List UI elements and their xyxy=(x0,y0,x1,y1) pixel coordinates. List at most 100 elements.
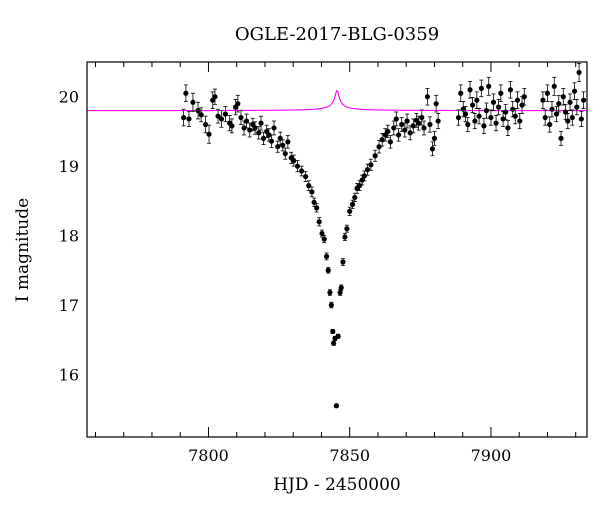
data-point xyxy=(258,120,264,126)
data-point xyxy=(503,109,509,115)
data-point xyxy=(235,101,241,107)
data-point xyxy=(376,144,382,150)
data-point xyxy=(571,88,578,94)
data-point xyxy=(260,135,267,141)
y-axis-label: I magnitude xyxy=(13,198,33,302)
data-point xyxy=(569,114,575,121)
data-point xyxy=(181,114,187,121)
data-point xyxy=(195,108,201,114)
data-point xyxy=(344,226,350,232)
data-point xyxy=(498,90,504,96)
data-point xyxy=(474,97,480,103)
data-point xyxy=(510,106,516,112)
data-point xyxy=(455,114,462,121)
data-point xyxy=(331,340,337,346)
data-point xyxy=(553,111,560,117)
data-point xyxy=(244,118,250,124)
y-tick-label: 18 xyxy=(59,227,79,246)
data-point xyxy=(387,139,393,145)
data-point xyxy=(467,87,473,93)
data-point xyxy=(416,120,422,126)
data-point xyxy=(212,94,218,100)
data-point xyxy=(368,162,374,168)
chart-title: OGLE-2017-BLG-0359 xyxy=(235,24,439,45)
data-point xyxy=(319,230,325,237)
data-point xyxy=(478,85,484,91)
data-point xyxy=(517,118,523,124)
data-point xyxy=(256,130,262,136)
data-point xyxy=(385,128,391,135)
x-tick-label: 7850 xyxy=(329,446,370,465)
data-point xyxy=(364,167,371,173)
y-tick-label: 19 xyxy=(59,157,79,176)
data-point xyxy=(483,108,490,114)
data-point xyxy=(285,139,291,145)
data-point xyxy=(349,201,356,207)
data-point xyxy=(330,328,336,335)
data-point xyxy=(421,125,427,131)
model-curve xyxy=(87,89,587,112)
data-point xyxy=(190,99,196,105)
data-point xyxy=(352,194,358,201)
data-point xyxy=(481,123,487,129)
data-point xyxy=(424,94,430,100)
data-point xyxy=(551,83,557,89)
data-point xyxy=(266,132,272,138)
data-point xyxy=(328,302,334,308)
data-point xyxy=(282,151,288,157)
data-point xyxy=(574,104,580,110)
data-point xyxy=(186,116,192,122)
data-point xyxy=(327,289,333,296)
data-point xyxy=(218,116,225,122)
data-point xyxy=(309,189,315,195)
data-point xyxy=(402,127,408,133)
data-point xyxy=(229,123,235,129)
data-point xyxy=(465,121,471,128)
data-point xyxy=(306,183,312,189)
data-point xyxy=(311,199,317,205)
data-point xyxy=(277,135,283,141)
data-point xyxy=(490,99,497,105)
data-point xyxy=(433,101,439,107)
model-curve-layer xyxy=(87,89,587,112)
data-point xyxy=(359,177,365,183)
data-point xyxy=(495,104,502,110)
data-point xyxy=(558,135,564,141)
data-point xyxy=(280,142,286,148)
data-point xyxy=(335,333,341,339)
data-point xyxy=(268,138,275,144)
data-point xyxy=(198,112,204,118)
data-point xyxy=(431,135,438,141)
data-point xyxy=(340,259,346,265)
data-point xyxy=(514,97,521,103)
data-point xyxy=(294,163,301,169)
data-point xyxy=(271,125,277,131)
data-point xyxy=(460,106,466,112)
data-point xyxy=(544,90,551,96)
plot-frame xyxy=(86,61,588,438)
data-point xyxy=(183,90,189,96)
data-point xyxy=(486,83,492,89)
data-point xyxy=(521,94,527,100)
data-point xyxy=(565,118,571,124)
data-point xyxy=(299,168,305,174)
data-point xyxy=(338,285,344,291)
data-point xyxy=(372,153,378,159)
data-point xyxy=(581,97,587,103)
data-point xyxy=(410,123,416,129)
data-point xyxy=(500,116,506,122)
data-point xyxy=(560,94,566,100)
data-point xyxy=(303,173,309,180)
data-point xyxy=(407,130,413,136)
data-point xyxy=(462,111,469,117)
x-axis-label: HJD - 2450000 xyxy=(273,475,401,495)
data-point xyxy=(342,234,348,240)
data-point xyxy=(203,121,209,128)
data-point xyxy=(222,111,229,117)
data-point xyxy=(549,106,555,112)
data-point xyxy=(488,114,494,121)
data-point xyxy=(576,69,582,76)
axis-ticks: 7800 7850 7900 16 17 18 19 20 xyxy=(59,62,577,465)
data-point xyxy=(578,116,584,122)
data-point xyxy=(333,403,340,409)
